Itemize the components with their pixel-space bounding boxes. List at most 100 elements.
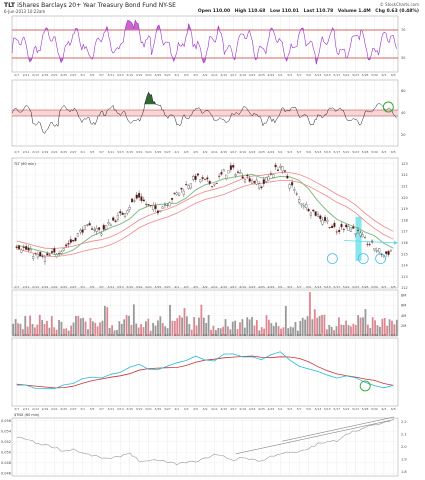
x-tick-label: 3/27 bbox=[164, 333, 171, 337]
x-tick-label: 2/25 bbox=[60, 73, 67, 77]
x-tick-label: 5/9 bbox=[306, 407, 311, 411]
x-tick-label: 4/23 bbox=[249, 285, 256, 289]
volume-bar bbox=[171, 320, 174, 336]
volume-bar bbox=[190, 329, 193, 336]
volume-bar bbox=[89, 317, 92, 336]
volume-bar bbox=[270, 323, 273, 336]
x-tick-label: 5/9 bbox=[306, 150, 311, 154]
volume-bar bbox=[21, 329, 24, 336]
candle-body bbox=[340, 223, 343, 228]
volume-bar bbox=[239, 322, 241, 336]
yield-tick-label: 0.048 bbox=[1, 461, 11, 465]
x-tick-label: 5/28 bbox=[362, 150, 369, 154]
x-tick-label: 3/15 bbox=[126, 285, 133, 289]
candle-body bbox=[53, 248, 56, 253]
x-tick-label: 5/15 bbox=[324, 407, 331, 411]
candle-body bbox=[229, 165, 232, 170]
x-tick-label: 5/1 bbox=[278, 150, 283, 154]
volume-bar bbox=[352, 323, 355, 336]
yield-line bbox=[16, 421, 391, 466]
x-tick-label: 4/11 bbox=[211, 73, 218, 77]
volume-bar bbox=[38, 314, 41, 336]
candle-body bbox=[307, 208, 310, 212]
candle-body bbox=[283, 170, 287, 172]
volume-bar bbox=[388, 319, 391, 336]
x-tick-label: 2/21 bbox=[51, 150, 58, 154]
x-tick-label: 4/29 bbox=[268, 333, 275, 337]
x-tick-label: 3/11 bbox=[107, 73, 114, 77]
x-tick-label: 4/3 bbox=[184, 73, 189, 77]
volume-bar bbox=[77, 315, 80, 336]
candle-body bbox=[90, 228, 94, 230]
candle-body bbox=[41, 255, 44, 257]
candle-body bbox=[220, 172, 223, 175]
volume-bar bbox=[369, 327, 372, 336]
volume-bar bbox=[243, 327, 246, 336]
x-tick-label: 5/7 bbox=[297, 333, 302, 337]
volume-bar bbox=[251, 317, 253, 336]
volume-bar bbox=[137, 327, 140, 336]
volume-tick-label: 2M bbox=[401, 324, 406, 328]
macd-panel bbox=[16, 351, 394, 392]
x-tick-label: 5/1 bbox=[278, 333, 283, 337]
x-tick-label: 3/19 bbox=[136, 285, 143, 289]
yield-right-tick-label: 1.8 bbox=[401, 470, 407, 474]
volume-bar bbox=[282, 327, 285, 336]
candle-body bbox=[274, 164, 277, 168]
quote-open: Open 110.00 bbox=[197, 9, 231, 14]
x-tick-label: 2/27 bbox=[70, 73, 77, 77]
volume-bar bbox=[217, 327, 220, 336]
ticker-symbol: TLT bbox=[4, 2, 16, 9]
candle-body bbox=[128, 207, 131, 210]
volume-bar bbox=[325, 329, 328, 336]
stockcharts-logo: © StockCharts.com bbox=[379, 2, 419, 7]
candle-body bbox=[112, 217, 115, 221]
macd-line bbox=[16, 351, 394, 390]
volume-bar bbox=[222, 326, 224, 336]
x-tick-label: 2/19 bbox=[42, 333, 49, 337]
volume-bar bbox=[306, 316, 309, 336]
candle-body bbox=[331, 225, 334, 229]
candle-body bbox=[333, 222, 336, 227]
candle-body bbox=[265, 177, 268, 182]
volume-bar bbox=[333, 330, 335, 336]
x-tick-label: 6/5 bbox=[391, 285, 396, 289]
volume-bar bbox=[24, 316, 27, 336]
candle-body bbox=[286, 175, 289, 179]
volume-bar bbox=[161, 323, 164, 336]
volume-bar bbox=[224, 319, 227, 336]
price-bottom-circle bbox=[375, 253, 387, 265]
x-tick-label: 5/1 bbox=[278, 407, 283, 411]
x-tick-label: 2/11 bbox=[23, 73, 30, 77]
candle-body bbox=[246, 174, 249, 177]
candle-body bbox=[305, 203, 308, 208]
ma-long-lower bbox=[16, 180, 394, 257]
volume-bar bbox=[195, 325, 198, 336]
volume-bar bbox=[253, 325, 256, 336]
candle-body bbox=[253, 180, 256, 183]
quote-low: Low 110.01 bbox=[269, 9, 300, 14]
yield-tick-label: 0.050 bbox=[1, 450, 11, 454]
candle-body bbox=[203, 178, 207, 180]
candle-body bbox=[173, 192, 176, 194]
x-tick-label: 4/1 bbox=[174, 150, 179, 154]
x-tick-label: 5/28 bbox=[362, 285, 369, 289]
x-tick-label: 5/7 bbox=[297, 73, 302, 77]
candle-body bbox=[62, 248, 65, 251]
price-tick-label: 123 bbox=[401, 162, 408, 166]
x-tick-label: 5/13 bbox=[315, 407, 322, 411]
x-tick-label: 4/25 bbox=[258, 73, 265, 77]
x-tick-label: 5/13 bbox=[315, 73, 322, 77]
volume-bar bbox=[296, 330, 299, 336]
x-tick-label: 4/3 bbox=[184, 333, 189, 337]
candle-body bbox=[319, 215, 322, 220]
x-tick-label: 3/13 bbox=[117, 407, 124, 411]
cci-neutral-band bbox=[12, 110, 398, 116]
volume-bar bbox=[87, 329, 89, 336]
candle-body bbox=[196, 173, 199, 176]
candle-body bbox=[232, 165, 235, 168]
volume-bar bbox=[323, 314, 326, 336]
volume-bar bbox=[313, 309, 316, 336]
volume-bar bbox=[386, 325, 389, 336]
